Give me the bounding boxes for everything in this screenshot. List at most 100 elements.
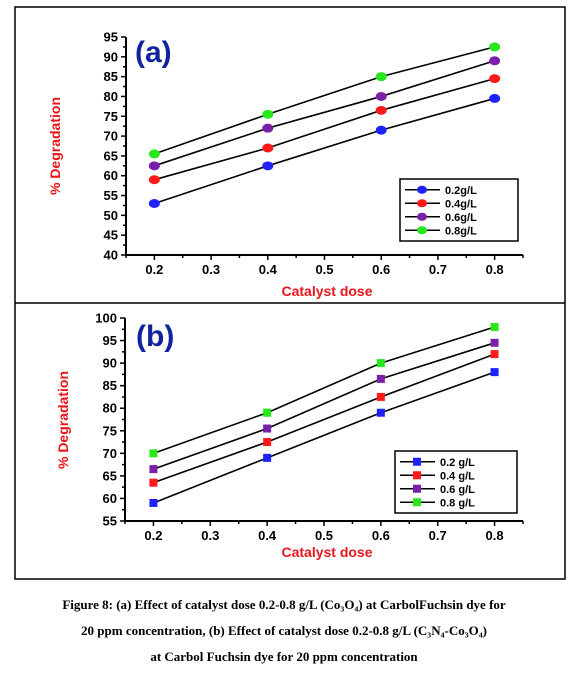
legend-label: 0.8 g/L [440, 497, 475, 509]
figure-frame [14, 6, 566, 580]
data-point [263, 424, 272, 433]
x-tick-label: 0.4 [258, 528, 277, 543]
legend-label: 0.6 g/L [440, 484, 475, 496]
data-point [376, 359, 385, 368]
data-point [148, 175, 160, 185]
legend-marker [413, 484, 421, 493]
y-tick-label: 75 [103, 423, 117, 438]
y-tick-label: 40 [104, 248, 118, 263]
y-tick-label: 80 [103, 401, 117, 416]
data-point [149, 465, 158, 474]
data-point [376, 374, 385, 383]
figure-caption: Figure 8: (a) Effect of catalyst dose 0.… [0, 592, 568, 670]
y-tick-label: 45 [104, 228, 118, 243]
x-tick-label: 0.5 [315, 262, 333, 277]
data-point [490, 323, 499, 332]
data-point [375, 72, 387, 82]
series-line-4 [153, 326, 495, 455]
y-tick-label: 60 [104, 168, 118, 183]
legend-marker [417, 199, 427, 208]
data-point [489, 42, 501, 52]
panel-a: 40 45 50 55 60 65 70 75 80 85 90 95 0.2 0.3 0.4 0.5 0.6 0… [47, 30, 524, 299]
y-tick-label: 65 [104, 148, 118, 163]
legend-label: 0.6g/L [445, 212, 477, 224]
series-line-2 [153, 353, 495, 484]
y-axis-title: % Degradation [55, 371, 71, 469]
panel-b: 55 60 65 70 75 80 85 90 95 100 0.2 0.3 0.4 0.5 0.6 0.7 0… [55, 311, 524, 560]
y-tick-label: 80 [104, 89, 118, 104]
legend-label: 0.2g/L [445, 185, 477, 197]
legend-marker [413, 457, 421, 466]
data-point [489, 56, 501, 66]
legend-label: 0.4 g/L [440, 470, 475, 482]
data-point [263, 438, 272, 447]
data-point [490, 350, 499, 359]
legend-label: 0.8g/L [445, 225, 477, 237]
data-point [375, 105, 387, 115]
data-point [148, 149, 160, 159]
y-tick-label: 85 [104, 69, 118, 84]
series-line-3 [154, 60, 495, 167]
series-line-2 [154, 77, 495, 181]
legend-marker [417, 226, 427, 235]
x-tick-label: 0.8 [486, 262, 504, 277]
x-tick-label: 0.2 [144, 528, 162, 543]
data-point [262, 161, 274, 171]
data-point [149, 449, 158, 458]
legend-label: 0.2 g/L [440, 457, 475, 469]
data-point [263, 408, 272, 417]
x-tick-label: 0.4 [259, 262, 278, 277]
x-axis-title: Catalyst dose [281, 283, 372, 299]
data-point [375, 91, 387, 101]
x-axis-title: Catalyst dose [281, 544, 372, 560]
y-tick-label: 90 [103, 356, 117, 371]
data-point [262, 143, 274, 153]
series-line-1 [154, 97, 495, 205]
caption-line-3: at Carbol Fuchsin dye for 20 ppm concent… [150, 649, 418, 664]
x-tick-label: 0.3 [201, 528, 219, 543]
series-line-4 [154, 46, 495, 155]
y-tick-label: 70 [103, 446, 117, 461]
x-tick-label: 0.5 [315, 528, 333, 543]
legend-marker [417, 185, 427, 194]
x-tick-label: 0.8 [486, 528, 504, 543]
x-tick-label: 0.7 [429, 528, 447, 543]
legend-marker [413, 471, 421, 480]
y-tick-label: 55 [104, 188, 118, 203]
legend-marker [413, 498, 421, 507]
y-tick-label: 55 [103, 514, 117, 529]
data-point [149, 498, 158, 507]
y-tick-label: 100 [95, 311, 117, 326]
y-tick-label: 90 [104, 49, 118, 64]
data-point [489, 93, 501, 103]
x-tick-label: 0.6 [372, 528, 390, 543]
data-point [262, 109, 274, 119]
y-tick-label: 95 [103, 333, 117, 348]
y-tick-label: 60 [103, 491, 117, 506]
data-point [376, 408, 385, 417]
series-line-3 [153, 342, 495, 470]
data-point [489, 74, 501, 84]
caption-line-2: 20 ppm concentration, (b) Effect of cata… [81, 623, 487, 638]
y-tick-label: 85 [103, 378, 117, 393]
data-point [375, 125, 387, 135]
x-tick-label: 0.2 [145, 262, 163, 277]
x-tick-label: 0.6 [372, 262, 390, 277]
x-tick-label: 0.3 [202, 262, 220, 277]
y-axis-title: % Degradation [47, 97, 63, 195]
data-point [149, 478, 158, 487]
data-point [490, 338, 499, 347]
y-tick-label: 65 [103, 468, 117, 483]
legend-label: 0.4g/L [445, 198, 477, 210]
panel-label: (a) [135, 36, 172, 69]
data-point [148, 198, 160, 208]
y-tick-label: 50 [104, 208, 118, 223]
data-point [148, 161, 160, 171]
y-tick-label: 95 [104, 30, 118, 45]
data-point [262, 123, 274, 133]
x-tick-label: 0.7 [429, 262, 447, 277]
panel-label: (b) [136, 320, 174, 353]
data-point [263, 453, 272, 462]
caption-line-1: Figure 8: (a) Effect of catalyst dose 0.… [62, 597, 506, 612]
